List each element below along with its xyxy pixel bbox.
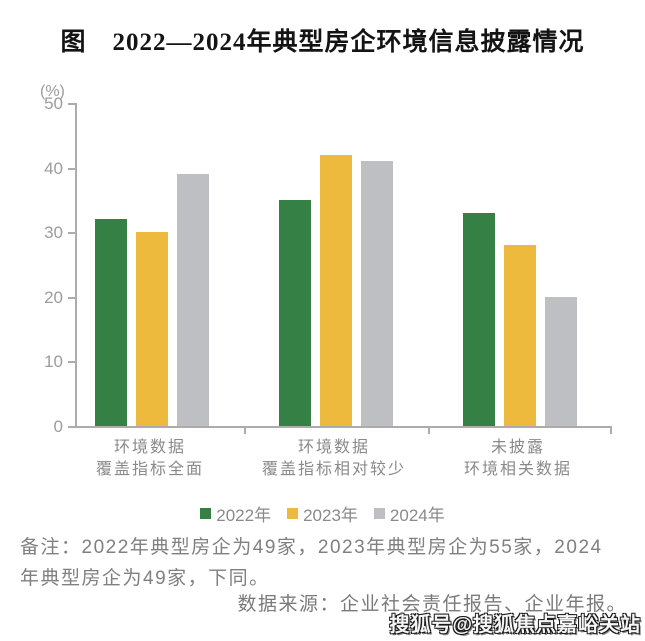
watermark: 搜狐号@搜狐焦点嘉峪关站 <box>389 614 641 636</box>
bar-2024年-group1 <box>177 174 209 426</box>
category-label-group2: 环境数据覆盖指标相对较少 <box>262 437 406 481</box>
legend-item-2022年: 2022年 <box>200 501 271 526</box>
bar-2022年-group3 <box>463 212 495 426</box>
y-axis-tick-30 <box>68 232 75 235</box>
y-axis-label-40: 40 <box>44 158 63 178</box>
category-label-group1: 环境数据覆盖指标全面 <box>96 437 204 481</box>
legend-label-2: 2023年 <box>303 506 358 525</box>
note-line-1: 备注：2022年典型房企为49家，2023年典型房企为55家，2024 <box>20 537 603 558</box>
bar-2022年-group2 <box>279 199 311 426</box>
y-axis-tick-20 <box>68 296 75 299</box>
data-source-text: 数据来源：企业社会责任报告、企业年报。 <box>237 594 627 615</box>
legend-swatch-1 <box>200 508 212 519</box>
y-axis-label-30: 30 <box>44 223 63 243</box>
chart-title: 图 2022—2024年典型房企环境信息披露情况 <box>60 29 585 56</box>
y-axis-label-20: 20 <box>44 287 63 307</box>
category-label-line: 覆盖指标全面 <box>95 461 205 478</box>
legend-item-2023年: 2023年 <box>287 501 358 526</box>
bar-2024年-group3 <box>545 296 577 426</box>
y-axis-label-10: 10 <box>44 352 63 372</box>
bar-2024年-group2 <box>361 161 393 426</box>
category-label-line: 环境相关数据 <box>463 461 573 478</box>
plot-area: 0 10 20 30 40 50 <box>44 94 612 436</box>
category-label-line: 未披露 <box>490 439 546 456</box>
x-axis-tick-1 <box>244 426 246 434</box>
y-axis-tick-40 <box>68 167 75 170</box>
category-label-line: 环境数据 <box>297 439 371 456</box>
legend-label-1: 2022年 <box>216 506 272 525</box>
y-axis-tick-0 <box>68 426 75 428</box>
category-label-line: 环境数据 <box>113 439 187 456</box>
bar-2022年-group1 <box>95 219 127 426</box>
note-text: 备注：2022年典型房企为49家，2023年典型房企为55家，2024 年典型房… <box>20 532 603 594</box>
y-axis-label-50: 50 <box>44 94 63 113</box>
category-label-group3: 未披露 环境相关数据 <box>464 437 572 481</box>
legend-label-3: 2024年 <box>389 506 445 525</box>
bar-2023年-group1 <box>136 232 168 426</box>
x-axis-tick-2 <box>428 426 430 434</box>
bar-2023年-group2 <box>320 154 352 426</box>
legend-item-2024年: 2024年 <box>373 501 445 526</box>
x-axis-tick-3 <box>610 426 612 434</box>
legend: 2022年 2023年 2024年 <box>0 501 645 526</box>
x-axis-category-labels: 环境数据 覆盖指标全面 环境数据 覆盖指标相对较少 未披露 环境相关数据 <box>75 437 610 489</box>
y-axis-tick-10 <box>68 361 75 364</box>
bar-2023年-group3 <box>504 245 536 426</box>
y-axis-tick-50 <box>68 103 75 105</box>
category-label-line: 覆盖指标相对较少 <box>261 461 407 478</box>
legend-swatch-3 <box>373 508 385 519</box>
y-axis-label-0: 0 <box>53 417 63 436</box>
note-line-2: 年典型房企为49家，下同。 <box>20 568 270 589</box>
y-axis-unit-label: (%) <box>40 83 65 100</box>
legend-swatch-2 <box>287 508 299 519</box>
